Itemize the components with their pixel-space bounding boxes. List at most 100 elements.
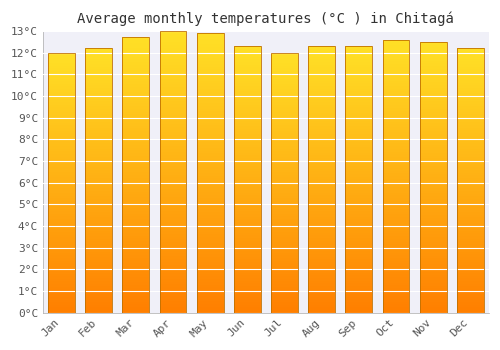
Bar xyxy=(160,186,186,189)
Bar xyxy=(48,183,75,185)
Bar xyxy=(234,126,260,129)
Bar xyxy=(160,214,186,217)
Bar xyxy=(86,80,112,83)
Bar xyxy=(234,166,260,169)
Bar xyxy=(346,49,372,51)
Bar xyxy=(382,78,409,80)
Bar xyxy=(457,215,483,217)
Bar xyxy=(420,207,446,210)
Bar xyxy=(86,294,112,297)
Bar xyxy=(160,79,186,82)
Bar xyxy=(197,69,224,72)
Bar xyxy=(48,123,75,125)
Bar xyxy=(308,243,335,246)
Bar xyxy=(346,153,372,155)
Bar xyxy=(234,153,260,155)
Bar xyxy=(234,248,260,251)
Bar xyxy=(197,156,224,159)
Bar xyxy=(308,235,335,238)
Bar xyxy=(420,183,446,186)
Bar xyxy=(197,223,224,226)
Bar xyxy=(382,162,409,165)
Bar xyxy=(420,245,446,248)
Bar xyxy=(234,265,260,267)
Bar xyxy=(48,258,75,261)
Bar xyxy=(48,240,75,243)
Bar xyxy=(160,90,186,93)
Bar xyxy=(271,209,298,211)
Bar xyxy=(197,153,224,156)
Bar xyxy=(420,283,446,286)
Bar xyxy=(234,262,260,265)
Bar xyxy=(160,146,186,149)
Bar xyxy=(382,277,409,280)
Bar xyxy=(457,48,483,51)
Bar xyxy=(197,243,224,246)
Bar xyxy=(308,273,335,275)
Bar xyxy=(234,113,260,116)
Bar xyxy=(420,220,446,223)
Bar xyxy=(420,302,446,304)
Bar xyxy=(308,251,335,254)
Bar xyxy=(308,238,335,241)
Bar xyxy=(346,118,372,121)
Bar xyxy=(197,120,224,122)
Bar xyxy=(271,52,298,55)
Bar xyxy=(346,163,372,166)
Bar xyxy=(308,177,335,180)
Bar xyxy=(420,307,446,310)
Bar xyxy=(308,60,335,62)
Bar xyxy=(346,206,372,209)
Bar xyxy=(382,45,409,48)
Bar xyxy=(86,244,112,246)
Bar xyxy=(160,223,186,225)
Bar xyxy=(160,299,186,301)
Bar xyxy=(271,292,298,294)
Bar xyxy=(48,209,75,211)
Bar xyxy=(234,235,260,238)
Bar xyxy=(122,147,149,150)
Bar xyxy=(271,180,298,183)
Bar xyxy=(308,68,335,70)
Bar xyxy=(346,201,372,203)
Bar xyxy=(346,46,372,313)
Bar xyxy=(346,78,372,81)
Bar xyxy=(197,209,224,212)
Bar xyxy=(308,257,335,259)
Bar xyxy=(197,237,224,240)
Bar xyxy=(86,88,112,91)
Bar xyxy=(122,43,149,46)
Bar xyxy=(197,50,224,53)
Bar xyxy=(457,210,483,212)
Bar xyxy=(420,286,446,288)
Bar xyxy=(160,118,186,121)
Bar xyxy=(234,278,260,281)
Bar xyxy=(48,107,75,110)
Bar xyxy=(48,162,75,164)
Bar xyxy=(234,222,260,225)
Bar xyxy=(86,117,112,120)
Bar xyxy=(271,289,298,292)
Bar xyxy=(234,297,260,299)
Bar xyxy=(48,227,75,230)
Bar xyxy=(346,294,372,297)
Bar xyxy=(420,191,446,194)
Bar xyxy=(457,196,483,199)
Bar xyxy=(160,42,186,45)
Bar xyxy=(308,310,335,313)
Bar xyxy=(308,174,335,177)
Bar xyxy=(122,76,149,79)
Bar xyxy=(48,206,75,209)
Bar xyxy=(346,174,372,177)
Bar xyxy=(86,77,112,80)
Bar xyxy=(48,237,75,240)
Bar xyxy=(271,185,298,188)
Bar xyxy=(160,265,186,267)
Bar xyxy=(271,307,298,310)
Bar xyxy=(234,180,260,182)
Bar xyxy=(160,158,186,161)
Bar xyxy=(122,271,149,274)
Bar xyxy=(420,128,446,131)
Bar xyxy=(197,173,224,176)
Bar xyxy=(382,282,409,285)
